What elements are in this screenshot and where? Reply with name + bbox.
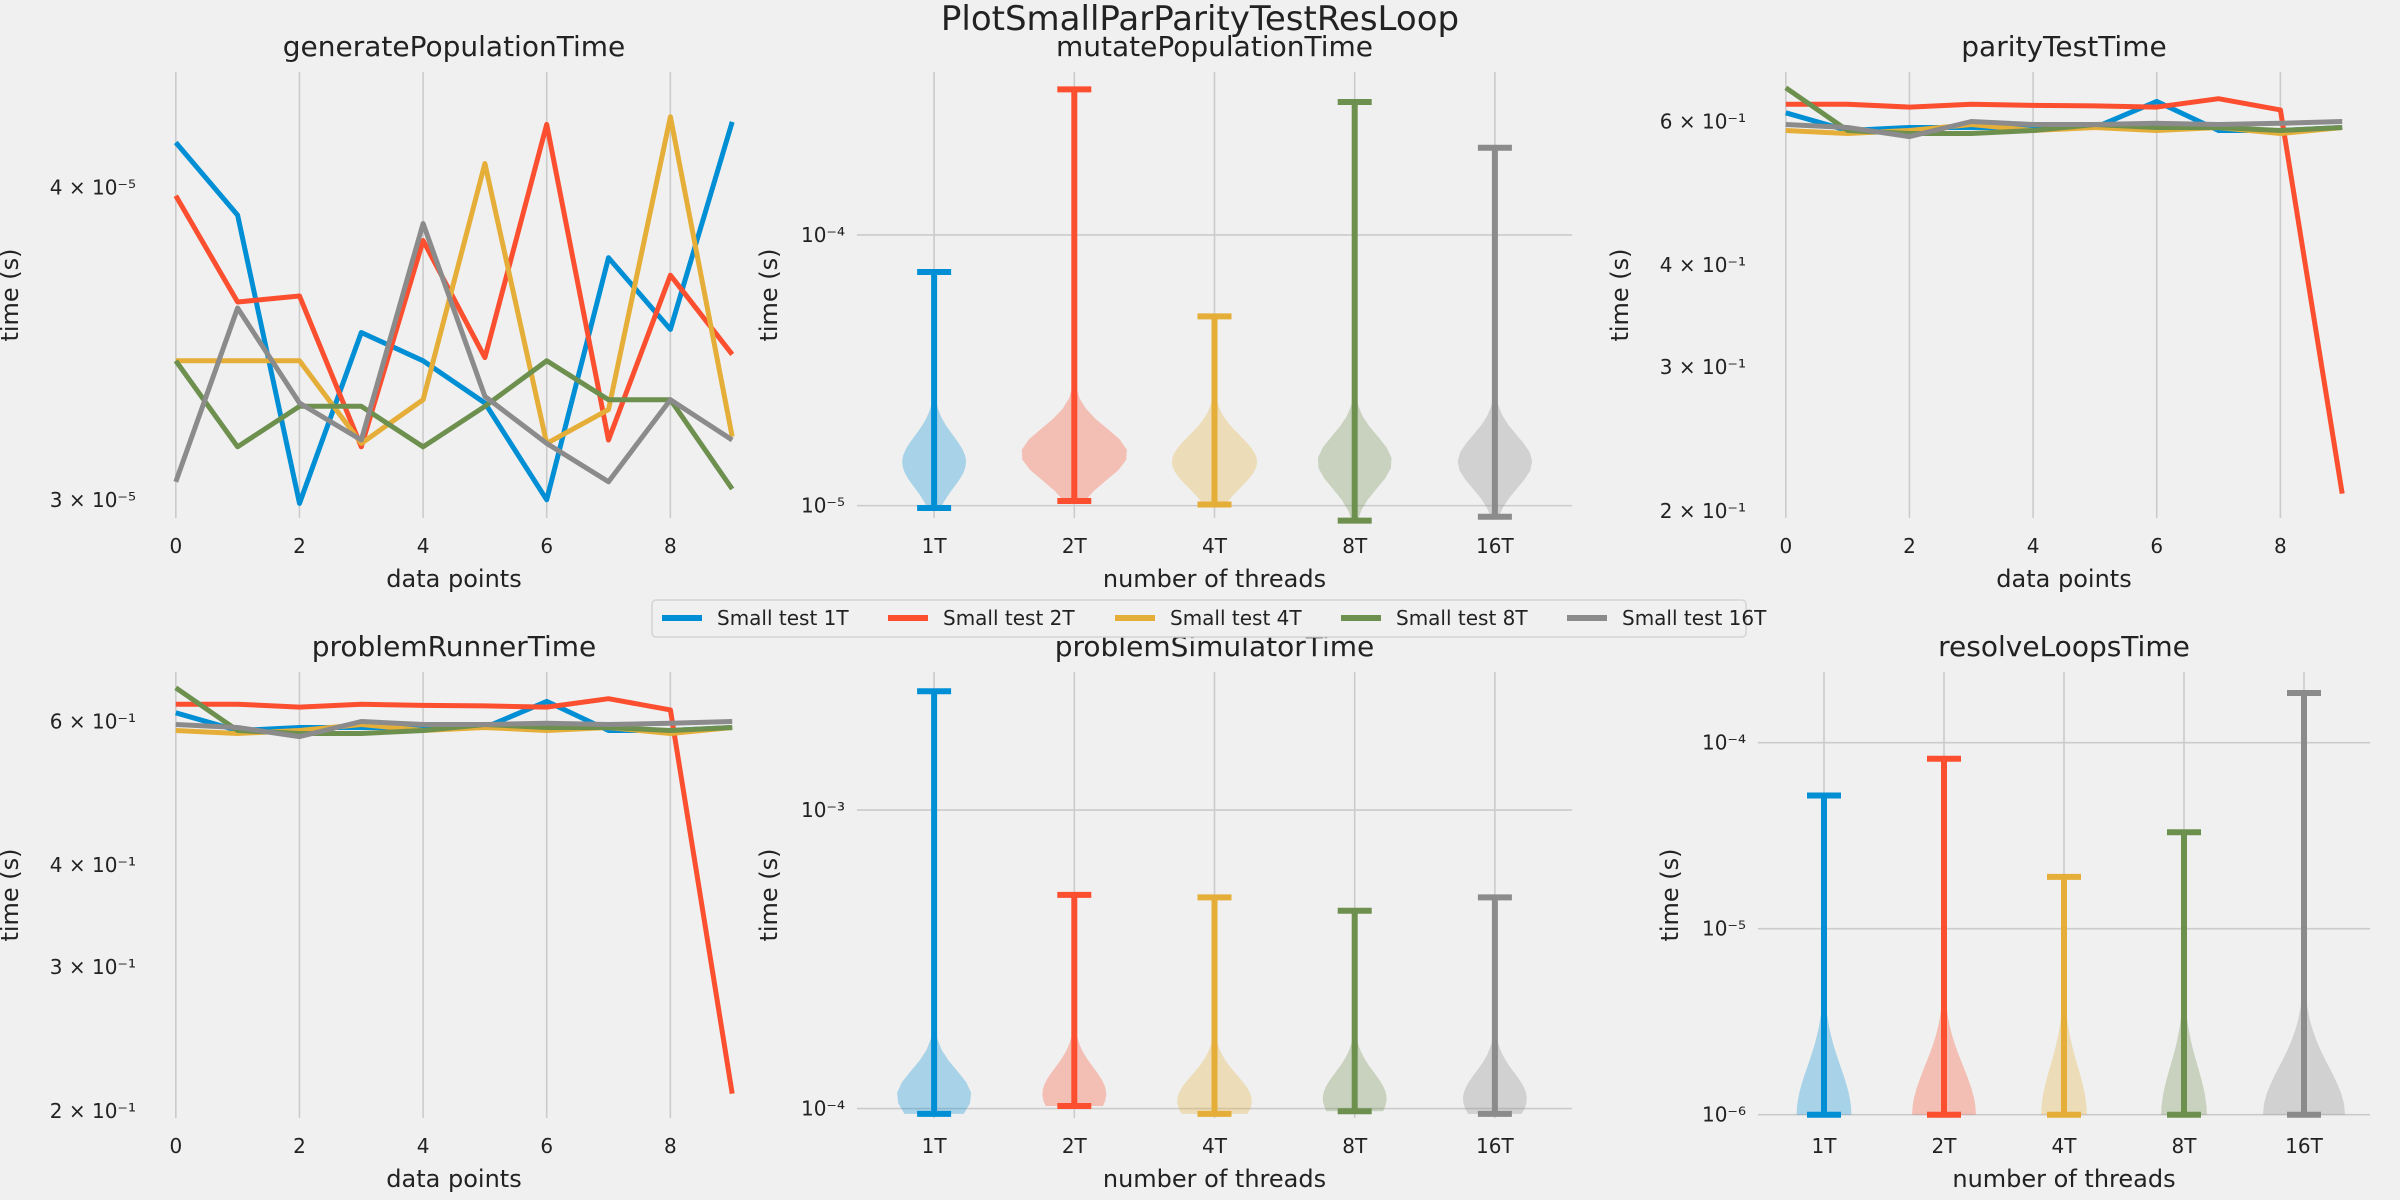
x-tick-label: 8 — [2274, 534, 2287, 558]
y-tick-label: 10⁻⁴ — [801, 223, 845, 247]
y-tick-label: 2 × 10⁻¹ — [50, 1099, 136, 1123]
x-tick-label: 2T — [1062, 534, 1088, 558]
x-tick-label: 0 — [169, 534, 182, 558]
subplot-generatePopulationTime: generatePopulationTime data points time (s… — [0, 30, 735, 593]
x-tick-label: 16T — [2285, 1134, 2323, 1158]
x-tick-label: 4 — [417, 534, 430, 558]
x-tick-label: 8 — [664, 1134, 677, 1158]
x-tick-label: 2T — [1932, 1134, 1958, 1158]
subplot-title: problemRunnerTime — [312, 630, 597, 663]
x-axis-label: data points — [1996, 565, 2131, 593]
subplot-mutatePopulationTime: mutatePopulationTime number of threads tim… — [755, 30, 1572, 593]
subplot-problemRunnerTime: problemRunnerTime data points time (s) 0 2 4 6… — [0, 630, 735, 1193]
x-tick-label: 4 — [2027, 534, 2040, 558]
x-tick-label: 8 — [664, 534, 677, 558]
x-tick-label: 4T — [1202, 1134, 1228, 1158]
legend-entry-label: Small test 8T — [1396, 606, 1528, 630]
y-tick-label: 4 × 10⁻¹ — [1660, 253, 1746, 277]
x-tick-label: 2T — [1062, 1134, 1088, 1158]
y-tick-label: 10⁻⁶ — [1702, 1103, 1746, 1127]
x-tick-label: 4T — [1202, 534, 1228, 558]
subplot-resolveLoopsTime: resolveLoopsTime number of threads time (s… — [1656, 630, 2370, 1193]
legend: Small test 1T Small test 2T Small test 4T S… — [651, 599, 1767, 638]
x-tick-label: 0 — [1779, 534, 1792, 558]
y-tick-label: 10⁻⁴ — [1702, 731, 1746, 755]
legend-entry-label: Small test 4T — [1170, 606, 1302, 630]
legend-box — [651, 599, 1747, 638]
x-tick-label: 1T — [922, 534, 948, 558]
x-tick-label: 16T — [1476, 534, 1514, 558]
x-tick-label: 6 — [540, 1134, 553, 1158]
subplot-title: resolveLoopsTime — [1938, 630, 2190, 663]
x-tick-label: 1T — [922, 1134, 948, 1158]
x-tick-label: 4 — [417, 1134, 430, 1158]
y-axis-label: time (s) — [0, 848, 24, 941]
y-tick-label: 4 × 10⁻⁵ — [50, 176, 136, 200]
panels: generatePopulationTime data points time (s… — [0, 30, 2370, 1193]
subplot-parityTestTime: parityTestTime data points time (s) 0 2 4 6 8 2 … — [1606, 30, 2345, 593]
x-tick-label: 8T — [2172, 1134, 2198, 1158]
series-line-Small test 16T — [173, 221, 734, 485]
series-line-Small test 2T — [1785, 96, 2345, 494]
series-line-Small test 2T — [173, 121, 735, 450]
series-line-Small test 16T — [1785, 119, 2343, 140]
y-tick-label: 6 × 10⁻¹ — [50, 710, 136, 734]
x-axis-label: data points — [386, 1165, 521, 1193]
y-tick-label: 10⁻³ — [801, 798, 845, 822]
x-tick-label: 8T — [1342, 534, 1368, 558]
y-tick-label: 10⁻⁵ — [801, 494, 845, 518]
x-tick-label: 1T — [1812, 1134, 1838, 1158]
series-line-Small test 8T — [173, 358, 735, 491]
x-tick-label: 0 — [169, 1134, 182, 1158]
x-tick-label: 8T — [1342, 1134, 1368, 1158]
x-tick-label: 2 — [1903, 534, 1916, 558]
y-tick-label: 2 × 10⁻¹ — [1660, 499, 1746, 523]
series-line-Small test 2T — [175, 696, 735, 1094]
x-tick-label: 6 — [540, 534, 553, 558]
legend-entry-label: Small test 16T — [1622, 606, 1767, 630]
y-axis-label: time (s) — [1656, 848, 1684, 941]
y-axis-label: time (s) — [755, 248, 783, 341]
y-tick-label: 6 × 10⁻¹ — [1660, 110, 1746, 134]
y-axis-label: time (s) — [1606, 248, 1634, 341]
subplot-title: mutatePopulationTime — [1056, 30, 1373, 63]
x-axis-label: data points — [386, 565, 521, 593]
x-tick-label: 2 — [293, 1134, 306, 1158]
y-tick-label: 10⁻⁵ — [1702, 917, 1746, 941]
series-line-Small test 4T — [175, 114, 735, 446]
y-axis-label: time (s) — [0, 248, 24, 341]
subplot-title: parityTestTime — [1961, 30, 2166, 63]
y-tick-label: 10⁻⁴ — [801, 1097, 845, 1121]
x-tick-label: 16T — [1476, 1134, 1514, 1158]
legend-entry-label: Small test 2T — [943, 606, 1075, 630]
subplot-title: generatePopulationTime — [283, 30, 625, 63]
x-axis-label: number of threads — [1103, 1165, 1326, 1193]
series-line-Small test 16T — [175, 719, 733, 740]
x-tick-label: 2 — [293, 534, 306, 558]
y-axis-label: time (s) — [755, 848, 783, 941]
y-tick-label: 3 × 10⁻⁵ — [50, 488, 136, 512]
legend-entry-label: Small test 1T — [717, 606, 849, 630]
x-axis-label: number of threads — [1952, 1165, 2175, 1193]
x-tick-label: 4T — [2052, 1134, 2078, 1158]
x-tick-label: 6 — [2150, 534, 2163, 558]
figure-title: PlotSmallParParityTestResLoop — [941, 0, 1459, 39]
x-axis-label: number of threads — [1103, 565, 1326, 593]
y-tick-label: 4 × 10⁻¹ — [50, 853, 136, 877]
y-tick-label: 3 × 10⁻¹ — [1660, 355, 1746, 379]
y-tick-label: 3 × 10⁻¹ — [50, 955, 136, 979]
